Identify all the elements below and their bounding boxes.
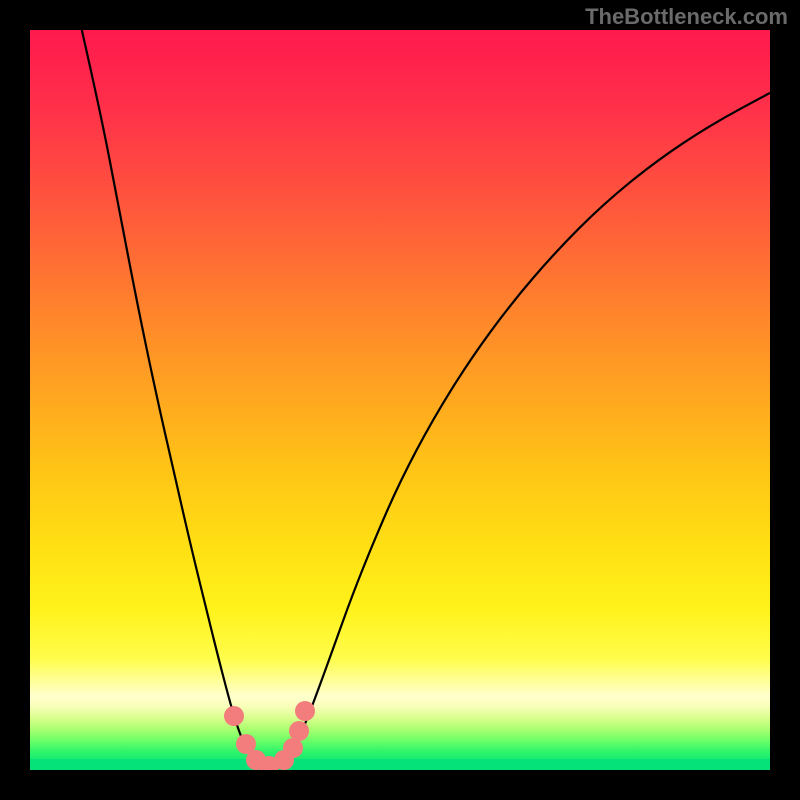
data-marker (295, 701, 315, 721)
data-marker (289, 721, 309, 741)
plot-area (30, 30, 770, 770)
chart-curve (30, 30, 770, 770)
watermark-text: TheBottleneck.com (585, 4, 788, 30)
v-curve-path (82, 30, 770, 766)
data-marker (224, 706, 244, 726)
data-marker (283, 738, 303, 758)
